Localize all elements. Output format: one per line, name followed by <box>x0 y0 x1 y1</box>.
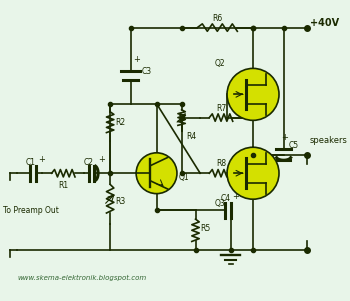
Text: R4: R4 <box>186 132 196 141</box>
Text: www.skema-elektronik.blogspot.com: www.skema-elektronik.blogspot.com <box>18 275 147 281</box>
Text: +: + <box>233 192 239 201</box>
Text: R2: R2 <box>115 118 125 127</box>
Circle shape <box>136 153 177 194</box>
Text: +: + <box>133 54 140 64</box>
Text: C5: C5 <box>288 141 299 150</box>
Text: R5: R5 <box>200 224 210 233</box>
Text: C1: C1 <box>26 158 35 166</box>
Text: +: + <box>98 155 105 164</box>
Text: To Preamp Out: To Preamp Out <box>2 206 58 215</box>
Text: R1: R1 <box>58 181 68 190</box>
Text: C4: C4 <box>220 194 230 203</box>
Text: +: + <box>281 133 288 142</box>
Text: R7: R7 <box>216 104 226 113</box>
Text: R6: R6 <box>212 14 223 23</box>
Text: +: + <box>38 155 45 164</box>
Text: R3: R3 <box>115 197 125 206</box>
Text: C2: C2 <box>84 158 94 166</box>
Text: Q3: Q3 <box>215 199 225 208</box>
Circle shape <box>227 68 279 120</box>
Text: R8: R8 <box>216 160 226 169</box>
Text: C3: C3 <box>142 67 152 76</box>
Circle shape <box>227 147 279 199</box>
Text: Q1: Q1 <box>179 173 189 182</box>
Text: speakers: speakers <box>310 136 348 145</box>
Text: Q2: Q2 <box>215 59 225 68</box>
Text: +40V: +40V <box>310 18 339 28</box>
